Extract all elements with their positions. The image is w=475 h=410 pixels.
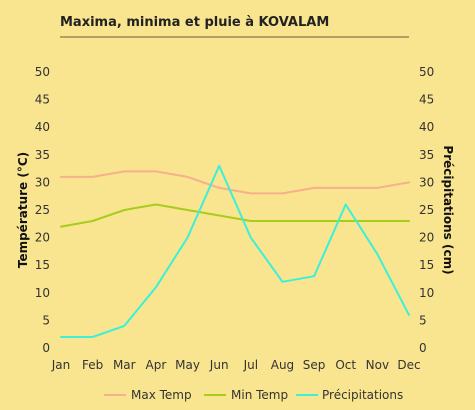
y-tick-right: 45 [419,93,434,107]
y-axis-ticks-right: 0 5 10 15 20 25 30 35 40 45 50 [419,65,434,355]
y-tick-right: 10 [419,286,434,300]
y-tick-left: 45 [35,93,50,107]
y-tick-left: 0 [42,341,50,355]
y-tick-right: 25 [419,203,434,217]
legend-label-1: Min Temp [231,388,288,402]
y-tick-left: 25 [35,203,50,217]
y-tick-right: 30 [419,175,434,189]
series-line-1 [60,203,410,228]
y-tick-right: 50 [419,65,434,79]
legend-label-0: Max Temp [131,388,192,402]
legend: Max Temp Min Temp Précipitations [104,388,403,402]
y-tick-left: 35 [35,148,50,162]
x-tick: Aug [271,358,294,372]
x-tick: Jun [209,358,229,372]
legend-label-2: Précipitations [322,388,403,402]
y-tick-right: 40 [419,120,434,134]
y-tick-left: 5 [42,313,50,327]
x-tick: Feb [82,358,103,372]
series-line-0 [60,170,410,195]
y-axis-label-right: Précipitations (cm) [441,145,455,274]
x-tick: Oct [335,358,356,372]
x-tick: May [175,358,200,372]
series-lines [60,164,410,338]
y-tick-left: 40 [35,120,50,134]
x-tick: Mar [113,358,136,372]
y-tick-right: 20 [419,231,434,245]
x-tick: Jul [243,358,258,372]
y-tick-right: 35 [419,148,434,162]
y-tick-right: 5 [419,313,427,327]
x-tick: Sep [303,358,326,372]
series-line-2 [60,164,410,338]
y-tick-left: 10 [35,286,50,300]
chart-title: Maxima, minima et pluie à KOVALAM [60,15,329,30]
y-axis-label-left: Température (°C) [16,152,30,268]
y-axis-ticks-left: 0 5 10 15 20 25 30 35 40 45 50 [35,65,50,355]
x-tick: Jan [51,358,71,372]
x-tick: Nov [366,358,389,372]
x-axis-ticks: Jan Feb Mar Apr May Jun Jul Aug Sep Oct Nov Dec [51,358,421,372]
x-tick: Apr [146,358,167,372]
y-tick-right: 0 [419,341,427,355]
y-tick-right: 15 [419,258,434,272]
y-tick-left: 20 [35,231,50,245]
x-tick: Dec [397,358,420,372]
y-tick-left: 50 [35,65,50,79]
y-tick-left: 30 [35,175,50,189]
y-tick-left: 15 [35,258,50,272]
